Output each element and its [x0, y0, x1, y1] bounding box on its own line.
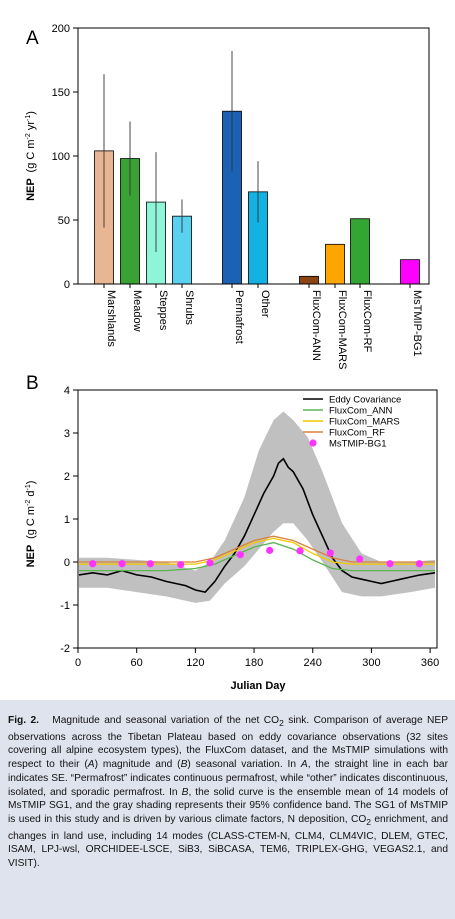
category-label: Shrubs: [183, 290, 195, 325]
mstmip-point: [146, 560, 154, 568]
caption-text-1: Magnitude and seasonal variation of the …: [52, 715, 280, 726]
panel-b-x-ticks: 0 60 120 180 240 300 360: [75, 648, 439, 669]
y-tick-label: 150: [52, 87, 70, 99]
legend-swatch: [309, 439, 317, 447]
category-label: FluxCom-ANN: [310, 290, 322, 361]
panel-a-category-labels: Marshlands Meadow Steppes Shrubs Permafrost O…: [103, 284, 423, 369]
panel-a-error-bars: [103, 51, 259, 252]
panel-b-x-axis-label: Julian Day: [230, 680, 286, 692]
legend-label: MsTMIP-BG1: [329, 439, 387, 450]
caption-box: [0, 700, 455, 919]
x-tick-label: 300: [362, 657, 380, 669]
mstmip-point: [236, 551, 244, 559]
y-tick-label: -1: [60, 600, 70, 612]
category-label: MsTMIP-BG1: [411, 290, 423, 357]
category-label: Meadow: [131, 290, 143, 332]
caption-ital-a1: A: [87, 759, 95, 771]
legend-label: Eddy Covariance: [329, 395, 401, 406]
figure-caption: Fig. 2. Magnitude and seasonal variation…: [8, 714, 448, 871]
mstmip-point: [89, 560, 97, 568]
panel-b-y-axis-label: NEP (g C m-2 d-1): [25, 481, 37, 568]
legend-label: FluxCom_ANN: [329, 406, 392, 417]
series-line: [78, 457, 436, 593]
series-line: [79, 541, 435, 572]
bar: [350, 218, 370, 285]
category-label: Steppes: [157, 290, 169, 331]
x-tick-label: 60: [131, 657, 143, 669]
mstmip-point: [415, 560, 423, 568]
x-tick-label: 240: [304, 657, 322, 669]
legend-label: FluxCom_RF: [329, 428, 385, 439]
caption-text-4: ) seasonal variation. In: [187, 759, 301, 771]
caption-text-2: sink. Comparison of average NEP observat…: [8, 715, 448, 771]
x-tick-label: 0: [75, 657, 81, 669]
caption-ital-b1: B: [180, 759, 188, 771]
bar: [325, 243, 345, 285]
mstmip-point: [296, 547, 304, 555]
caption-fig-label: Fig. 2.: [8, 715, 40, 726]
mstmip-point: [118, 560, 126, 568]
caption-text-6: , the solid curve is the ensemble mean o…: [8, 786, 448, 825]
panel-b-frame: [77, 389, 438, 649]
caption-text-7: enrichment, and changes in land use, inc…: [8, 813, 448, 870]
y-tick-label: 50: [58, 215, 70, 227]
category-label: Marshlands: [105, 290, 117, 347]
category-label: FluxCom-MARS: [336, 290, 348, 369]
y-tick-label: 0: [64, 279, 70, 291]
y-tick-label: 3: [64, 428, 70, 440]
y-tick-label: 2: [64, 471, 70, 483]
mstmip-point: [326, 549, 334, 557]
mstmip-point: [386, 560, 394, 568]
panel-a-y-axis-label: NEP (g C m-2 yr-1): [25, 111, 37, 201]
caption-ital-b2: B: [181, 786, 189, 798]
caption-text-3: ) magnitude and (: [94, 759, 181, 771]
mstmip-point: [266, 546, 274, 554]
y-tick-label: 100: [52, 151, 70, 163]
caption-ital-a2: A: [300, 759, 308, 771]
caption-sub-2: 2: [366, 816, 371, 827]
mstmip-point: [177, 560, 185, 569]
x-tick-label: 120: [186, 657, 204, 669]
bar: [299, 275, 319, 285]
panel-b-legend: Eddy CovarianceFluxCom_ANNFluxCom_MARSFl…: [303, 395, 401, 450]
y-tick-label: 1: [64, 514, 70, 526]
caption-sub-1: 2: [279, 718, 284, 729]
panel-b-label: B: [26, 373, 39, 394]
y-tick-label: -2: [60, 643, 70, 655]
x-tick-label: 180: [245, 657, 263, 669]
panel-a-label: A: [26, 28, 39, 49]
category-label: FluxCom-RF: [361, 290, 373, 353]
panel-a-frame: [77, 27, 430, 285]
panel-b: B NEP (g C m-2 d-1) -2 -1 0 1 2 3 4 0 60 120 180 2…: [25, 373, 439, 692]
bar: [400, 259, 420, 285]
panel-a-bars: [94, 110, 420, 285]
panel-a-y-ticks: 0 50 100 150 200: [52, 23, 78, 291]
mstmip-point: [206, 559, 214, 567]
panel-b-mstmip-points: [89, 546, 423, 569]
caption-text-5: , the straight line in each bar indicate…: [8, 759, 448, 798]
category-label: Other: [259, 290, 271, 318]
y-tick-label: 4: [64, 385, 70, 397]
panel-b-y-ticks: -2 -1 0 1 2 3 4: [60, 385, 78, 655]
category-label: Permafrost: [233, 290, 245, 344]
mstmip-point: [356, 555, 364, 563]
y-tick-label: 0: [64, 557, 70, 569]
y-tick-label: 200: [52, 23, 70, 35]
x-tick-label: 360: [421, 657, 439, 669]
panel-a: A NEP (g C m-2 yr-1) 0 50 100 150 200 Marshl…: [25, 23, 430, 369]
legend-label: FluxCom_MARS: [329, 417, 400, 428]
